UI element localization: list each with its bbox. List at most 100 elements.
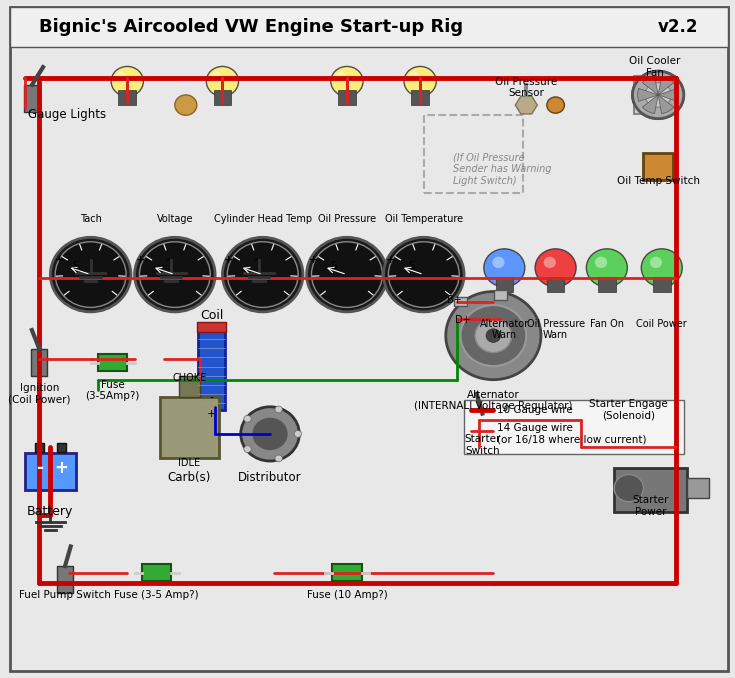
Circle shape: [135, 237, 215, 312]
Circle shape: [492, 257, 505, 268]
Circle shape: [384, 237, 464, 312]
Bar: [24, 85, 40, 112]
Text: Starter
Switch: Starter Switch: [465, 434, 501, 456]
Bar: [142, 564, 171, 582]
Wedge shape: [638, 88, 658, 102]
Circle shape: [175, 95, 197, 115]
Circle shape: [275, 455, 282, 462]
Bar: [332, 564, 362, 582]
Bar: [464, 400, 684, 454]
Text: Oil Pressure: Oil Pressure: [318, 214, 376, 224]
Text: +: +: [223, 255, 233, 264]
Text: +: +: [309, 255, 318, 264]
Wedge shape: [658, 88, 678, 102]
Bar: [547, 277, 564, 292]
Circle shape: [275, 406, 282, 413]
Text: Starter Engage
(Solenoid): Starter Engage (Solenoid): [589, 399, 668, 420]
Polygon shape: [515, 96, 537, 114]
Wedge shape: [642, 76, 658, 95]
Text: S: S: [331, 261, 337, 271]
Bar: [57, 566, 73, 593]
Circle shape: [409, 71, 419, 81]
Circle shape: [388, 242, 459, 307]
Circle shape: [535, 249, 576, 287]
Circle shape: [475, 319, 512, 353]
Bar: [35, 443, 44, 452]
Circle shape: [331, 66, 363, 96]
Text: +: +: [136, 255, 145, 264]
Text: S: S: [408, 261, 415, 271]
Text: Starter
Power: Starter Power: [633, 495, 669, 517]
Text: D+: D+: [455, 315, 470, 325]
Circle shape: [445, 292, 541, 380]
Text: -: -: [209, 392, 213, 401]
Text: 10 Gauge wire: 10 Gauge wire: [497, 405, 573, 415]
Bar: [198, 329, 225, 410]
Circle shape: [294, 431, 301, 437]
Text: Oil Pressure
Sensor: Oil Pressure Sensor: [495, 77, 557, 98]
Bar: [32, 349, 48, 376]
Text: Oil Pressure
Warn: Oil Pressure Warn: [526, 319, 584, 340]
Text: +: +: [386, 255, 395, 264]
Bar: [118, 90, 136, 105]
Bar: [643, 153, 673, 180]
Text: Coil: Coil: [200, 309, 223, 322]
Text: Coil Power: Coil Power: [637, 319, 687, 329]
Text: Battery: Battery: [27, 505, 74, 518]
Bar: [25, 453, 76, 490]
Text: B+: B+: [447, 295, 462, 304]
Wedge shape: [642, 76, 658, 95]
Wedge shape: [642, 95, 658, 114]
Wedge shape: [658, 95, 674, 114]
Circle shape: [51, 237, 131, 312]
Text: S: S: [73, 261, 79, 271]
Circle shape: [111, 66, 143, 96]
Text: Carb(s): Carb(s): [168, 471, 211, 484]
Circle shape: [595, 257, 607, 268]
Circle shape: [336, 71, 346, 81]
Text: Tach: Tach: [79, 214, 101, 224]
Bar: [614, 468, 687, 512]
Bar: [687, 478, 709, 498]
Wedge shape: [658, 76, 674, 95]
Circle shape: [650, 257, 662, 268]
Text: -: -: [253, 255, 258, 264]
Text: Fuse (10 Amp?): Fuse (10 Amp?): [306, 590, 387, 600]
Text: (If Oil Pressure
Sender has Warning
Light Switch): (If Oil Pressure Sender has Warning Ligh…: [453, 153, 551, 186]
Bar: [160, 397, 219, 458]
Bar: [653, 277, 670, 292]
Text: Oil Temp Switch: Oil Temp Switch: [617, 176, 700, 186]
Circle shape: [587, 249, 628, 287]
Circle shape: [227, 242, 298, 307]
Circle shape: [140, 242, 210, 307]
Bar: [634, 76, 675, 113]
Text: Bignic's Aircooled VW Engine Start-up Rig: Bignic's Aircooled VW Engine Start-up Ri…: [40, 18, 464, 36]
Wedge shape: [658, 88, 678, 102]
Text: Voltage: Voltage: [157, 214, 193, 224]
Bar: [494, 290, 507, 300]
Circle shape: [486, 329, 501, 342]
Circle shape: [633, 71, 684, 119]
Bar: [424, 115, 523, 193]
Text: -: -: [36, 459, 43, 477]
Circle shape: [547, 97, 564, 113]
Bar: [10, 7, 728, 47]
Circle shape: [306, 237, 387, 312]
Wedge shape: [638, 88, 658, 102]
Text: +: +: [54, 459, 68, 477]
Text: v2.2: v2.2: [658, 18, 698, 36]
Circle shape: [212, 71, 221, 81]
Text: Fuel Pump Switch: Fuel Pump Switch: [19, 590, 111, 600]
Bar: [474, 414, 490, 441]
Circle shape: [117, 71, 126, 81]
Circle shape: [244, 416, 251, 422]
Bar: [179, 376, 201, 397]
Circle shape: [207, 66, 239, 96]
Text: +: +: [207, 409, 216, 418]
Circle shape: [312, 242, 382, 307]
Text: IDLE: IDLE: [179, 458, 201, 468]
Text: Ignition
(Coil Power): Ignition (Coil Power): [8, 383, 71, 405]
Bar: [412, 90, 429, 105]
Wedge shape: [658, 76, 674, 95]
Circle shape: [614, 475, 643, 502]
